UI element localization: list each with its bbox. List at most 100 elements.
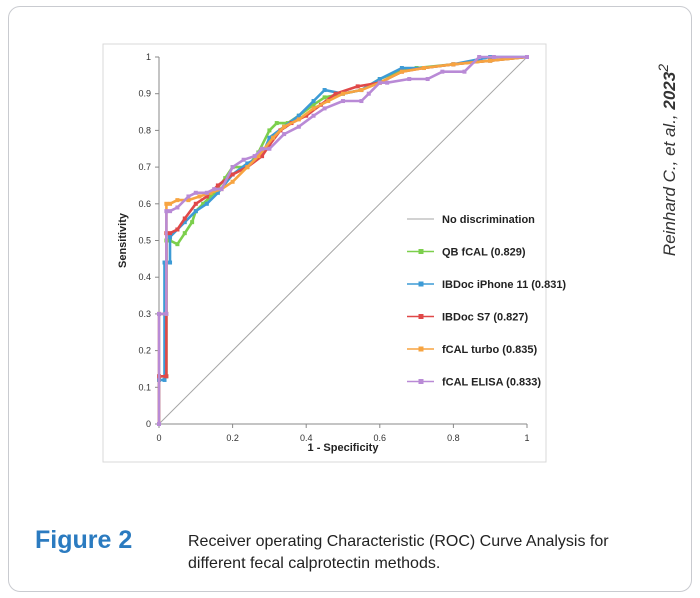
data-point <box>282 132 287 137</box>
data-point <box>440 69 445 74</box>
data-point <box>260 154 265 159</box>
data-point <box>311 106 316 111</box>
data-point <box>296 113 301 118</box>
x-tick-label: 0.2 <box>226 433 239 443</box>
data-point <box>311 102 316 107</box>
data-point <box>164 201 169 206</box>
legend-label-3: IBDoc S7 (0.827) <box>442 312 529 324</box>
x-tick-label: 0.6 <box>374 433 387 443</box>
data-point <box>162 377 167 382</box>
y-tick-label: 0.6 <box>138 199 151 209</box>
data-point <box>341 91 345 96</box>
figure-caption: Receiver operating Characteristic (ROC) … <box>188 533 609 572</box>
data-point <box>182 216 187 221</box>
plot-area-frame <box>102 43 547 463</box>
data-point <box>212 187 217 192</box>
y-tick-label: 0.1 <box>138 382 151 392</box>
data-point <box>215 183 220 188</box>
legend-label-1: QB fCAL (0.829) <box>442 247 526 259</box>
data-point <box>355 84 360 89</box>
data-point <box>267 135 272 140</box>
data-point <box>164 374 169 379</box>
data-point <box>377 77 382 82</box>
series-line-0 <box>158 56 528 425</box>
data-point <box>282 124 287 129</box>
data-point <box>230 165 235 170</box>
data-point <box>491 55 496 59</box>
x-tick-label: 1 <box>524 433 529 443</box>
data-point <box>186 198 191 203</box>
data-point <box>267 143 272 148</box>
data-point <box>296 124 301 129</box>
x-tick-label: 0 <box>156 433 161 443</box>
data-point <box>175 227 180 232</box>
y-tick-label: 1 <box>146 52 151 62</box>
data-point <box>311 113 316 118</box>
data-point <box>304 113 309 118</box>
y-axis-title: Sensitivity <box>117 212 129 268</box>
citation-authors: Reinhard C., et al., <box>659 109 679 257</box>
y-tick-label: 0.4 <box>138 272 151 282</box>
legend-marker-5 <box>418 379 424 384</box>
data-point <box>267 128 272 133</box>
data-point <box>322 106 327 111</box>
legend-label-2: IBDoc iPhone 11 (0.831) <box>442 279 566 291</box>
data-point <box>162 260 167 265</box>
data-point <box>359 88 364 93</box>
data-point <box>326 99 331 104</box>
y-tick-label: 0.7 <box>138 162 151 172</box>
y-tick-label: 0.3 <box>138 309 151 319</box>
data-point <box>201 201 206 206</box>
data-point <box>182 231 187 236</box>
data-point <box>164 311 169 316</box>
data-point <box>488 58 493 63</box>
legend-marker-4 <box>418 346 424 352</box>
data-point <box>164 209 169 214</box>
data-point <box>175 242 180 247</box>
data-point <box>421 66 426 71</box>
data-point <box>399 69 404 74</box>
data-point <box>208 190 213 195</box>
data-point <box>425 77 430 82</box>
data-point <box>193 190 198 195</box>
data-point <box>168 260 173 265</box>
data-point <box>396 69 401 74</box>
data-point <box>168 231 173 236</box>
data-point <box>168 201 173 206</box>
data-point <box>219 187 224 192</box>
data-point <box>341 99 345 104</box>
y-tick-label: 0.5 <box>138 236 151 246</box>
legend-label-0: No discrimination <box>442 214 535 226</box>
data-point <box>377 80 382 85</box>
legend-marker-1 <box>418 249 424 254</box>
data-point <box>311 99 316 104</box>
data-point <box>182 220 187 225</box>
data-point <box>157 422 161 426</box>
legend-marker-2 <box>418 281 424 287</box>
legend-label-5: fCAL ELISA (0.833) <box>442 377 541 389</box>
data-point <box>230 179 235 184</box>
data-point <box>260 146 265 151</box>
data-point <box>407 77 412 82</box>
y-tick-label: 0.8 <box>138 125 151 135</box>
data-point <box>193 209 198 214</box>
data-point <box>168 234 173 239</box>
data-point <box>168 209 173 214</box>
data-point <box>190 220 195 225</box>
data-point <box>271 135 276 140</box>
data-point <box>186 194 191 199</box>
data-point <box>175 205 180 210</box>
data-point <box>223 176 228 181</box>
data-point <box>322 88 327 93</box>
data-point <box>245 165 250 170</box>
data-point <box>359 99 364 104</box>
data-point <box>193 201 198 206</box>
data-point <box>197 194 202 199</box>
data-point <box>296 117 301 122</box>
data-point <box>204 190 209 195</box>
data-point <box>245 161 250 166</box>
series-group <box>157 55 529 426</box>
data-point <box>366 91 371 96</box>
data-point <box>252 154 257 159</box>
